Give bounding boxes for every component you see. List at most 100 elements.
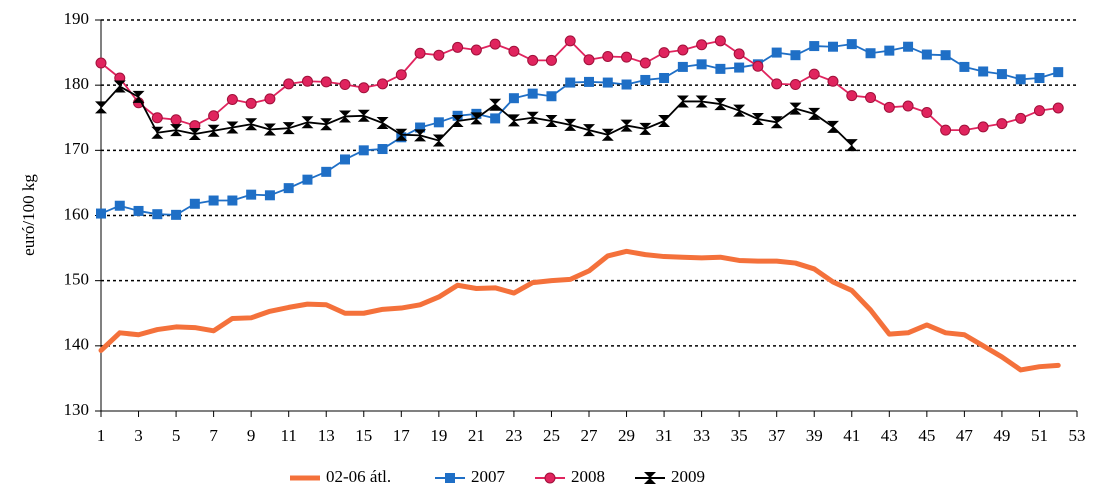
marker <box>395 128 408 141</box>
marker <box>282 122 295 135</box>
marker <box>152 209 163 220</box>
x-tick-label: 25 <box>543 426 560 445</box>
marker <box>95 101 107 114</box>
x-tick-label: 39 <box>806 426 823 445</box>
marker <box>132 90 145 103</box>
marker <box>377 144 388 155</box>
x-tick-label: 17 <box>393 426 411 445</box>
marker <box>659 72 670 83</box>
marker <box>883 101 895 113</box>
marker <box>808 68 820 80</box>
marker <box>827 120 839 133</box>
marker <box>977 121 989 133</box>
marker <box>1052 102 1064 114</box>
marker <box>470 44 482 56</box>
marker <box>301 116 314 129</box>
marker <box>621 51 633 63</box>
marker <box>584 76 594 87</box>
x-tick-label: 5 <box>172 426 181 445</box>
x-tick-label: 35 <box>731 426 748 445</box>
marker <box>733 48 745 60</box>
marker <box>302 174 313 185</box>
marker <box>601 128 614 141</box>
marker <box>170 124 183 137</box>
x-tick-label: 27 <box>581 426 599 445</box>
marker <box>921 49 932 60</box>
x-tick-label: 37 <box>768 426 786 445</box>
marker <box>226 121 239 134</box>
marker <box>527 88 538 99</box>
marker <box>489 38 501 50</box>
marker <box>921 107 933 119</box>
marker <box>320 76 332 88</box>
legend-label: 2008 <box>571 467 605 486</box>
x-tick-label: 23 <box>505 426 522 445</box>
y-tick-label: 190 <box>64 9 90 28</box>
marker <box>583 124 595 137</box>
marker <box>696 59 707 70</box>
x-tick-label: 47 <box>956 426 974 445</box>
x-tick-label: 19 <box>430 426 447 445</box>
marker <box>996 69 1007 80</box>
marker <box>565 77 576 88</box>
marker <box>827 75 839 87</box>
marker <box>470 112 483 125</box>
marker <box>245 97 257 109</box>
marker <box>602 50 614 62</box>
marker <box>507 114 520 127</box>
series-line <box>100 85 853 147</box>
y-tick-label: 170 <box>64 139 90 158</box>
marker <box>639 122 652 135</box>
marker <box>583 54 595 66</box>
x-tick-label: 49 <box>993 426 1010 445</box>
marker <box>940 50 951 61</box>
marker <box>357 109 370 122</box>
marker <box>790 50 801 61</box>
marker <box>283 78 295 90</box>
marker <box>246 189 257 200</box>
marker <box>545 115 558 128</box>
y-tick-label: 160 <box>64 204 90 223</box>
marker <box>358 82 370 94</box>
x-tick-label: 13 <box>318 426 335 445</box>
marker <box>508 45 520 57</box>
marker <box>845 139 858 152</box>
marker <box>415 122 426 133</box>
x-tick-label: 29 <box>618 426 635 445</box>
y-tick-label: 150 <box>64 270 90 289</box>
marker <box>301 75 313 87</box>
legend-label: 2007 <box>471 467 506 486</box>
marker <box>339 79 351 91</box>
marker <box>959 61 970 72</box>
marker <box>508 93 519 104</box>
marker <box>1033 105 1045 117</box>
marker <box>433 117 444 128</box>
marker <box>113 80 126 93</box>
marker <box>227 195 238 206</box>
marker <box>640 74 651 85</box>
marker <box>903 41 914 52</box>
marker <box>846 39 857 50</box>
marker <box>771 47 782 58</box>
marker <box>527 54 539 66</box>
legend-label: 02-06 átl. <box>326 467 391 486</box>
marker <box>789 102 802 115</box>
x-tick-label: 33 <box>693 426 710 445</box>
x-tick-label: 53 <box>1069 426 1086 445</box>
y-tick-label: 180 <box>64 74 90 93</box>
marker <box>789 79 801 91</box>
marker <box>902 100 914 112</box>
x-tick-label: 15 <box>355 426 372 445</box>
marker <box>696 39 708 51</box>
marker <box>189 198 200 209</box>
marker <box>433 49 445 61</box>
marker <box>644 472 656 484</box>
marker <box>809 41 820 52</box>
marker <box>489 98 502 111</box>
marker <box>245 118 258 131</box>
series-line <box>100 43 1060 216</box>
marker <box>377 78 389 90</box>
marker <box>151 126 164 139</box>
marker <box>151 112 163 124</box>
marker <box>621 79 632 90</box>
